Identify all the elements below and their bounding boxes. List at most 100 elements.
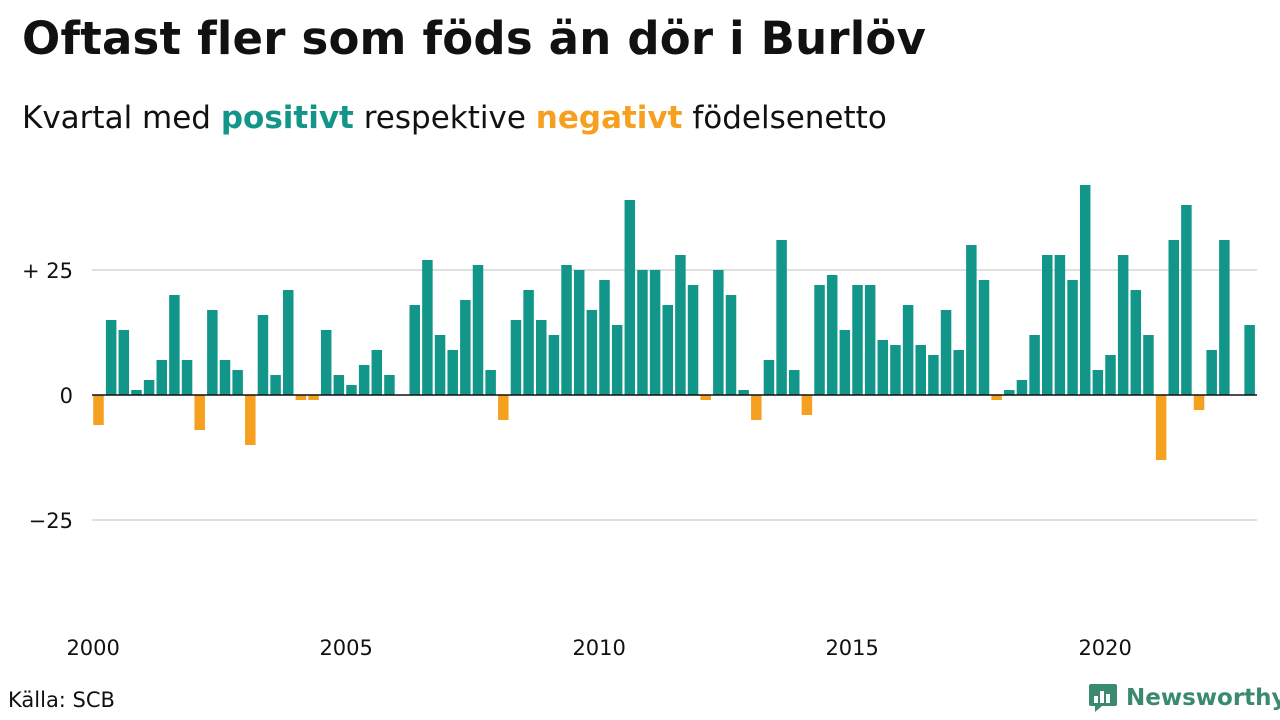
x-tick-label: 2010 bbox=[572, 636, 625, 660]
chart-bar bbox=[637, 270, 648, 395]
chart-bar bbox=[751, 395, 762, 420]
chart-bar bbox=[156, 360, 167, 395]
chart-bar bbox=[1130, 290, 1142, 395]
chart-bar bbox=[143, 380, 155, 395]
chart-bar bbox=[700, 395, 711, 400]
brand-name: Newsworthy bbox=[1126, 685, 1280, 711]
chart-bar bbox=[194, 395, 205, 430]
chart-bar bbox=[510, 320, 522, 395]
subtitle-text-1: Kvartal med bbox=[22, 100, 221, 136]
chart-bar bbox=[1219, 240, 1230, 395]
chart-bar bbox=[548, 335, 560, 395]
chart-bar bbox=[1244, 325, 1255, 395]
chart-bar bbox=[1143, 335, 1154, 395]
chart-bar bbox=[1181, 205, 1192, 395]
chart-bar bbox=[181, 360, 193, 395]
chart-bar bbox=[460, 300, 471, 395]
y-tick-label: 0 bbox=[60, 384, 73, 408]
chart-bar bbox=[320, 330, 332, 395]
chart-bar bbox=[257, 315, 269, 395]
chart-bar bbox=[713, 270, 724, 395]
chart-bar bbox=[422, 260, 433, 395]
y-tick-label: + 25 bbox=[22, 259, 73, 283]
chart-bar bbox=[953, 350, 964, 395]
chart-bar bbox=[675, 255, 686, 395]
chart-bar bbox=[561, 265, 572, 395]
chart-bar bbox=[1105, 355, 1116, 395]
chart-bar bbox=[573, 270, 585, 395]
chart-bar bbox=[384, 375, 395, 395]
chart-bar bbox=[877, 340, 889, 395]
chart-bar bbox=[232, 370, 243, 395]
chart-bar bbox=[940, 310, 952, 395]
chart-bar bbox=[245, 395, 256, 445]
chart-bar bbox=[649, 270, 661, 395]
chart-bar bbox=[333, 375, 345, 395]
chart-bar bbox=[1092, 370, 1104, 395]
chart-bar bbox=[169, 295, 180, 395]
chart-bar bbox=[915, 345, 926, 395]
y-tick-label: −25 bbox=[29, 509, 73, 533]
chart-bar bbox=[1042, 255, 1053, 395]
chart-bar bbox=[662, 305, 673, 395]
x-tick-label: 2020 bbox=[1078, 636, 1131, 660]
brand-logo: Newsworthy bbox=[1088, 682, 1280, 714]
chart-bar bbox=[738, 390, 749, 395]
chart-bar bbox=[814, 285, 825, 395]
subtitle-negative-label: negativt bbox=[535, 100, 683, 136]
chart-bar bbox=[890, 345, 901, 395]
chart-subtitle: Kvartal med positivt respektive negativt… bbox=[22, 100, 887, 136]
chart-bar bbox=[852, 285, 863, 395]
chart-bar bbox=[1079, 185, 1091, 395]
chart-bar bbox=[358, 365, 370, 395]
chart-bar bbox=[118, 330, 130, 395]
chart-bar bbox=[586, 310, 598, 395]
chart-bar bbox=[409, 305, 420, 395]
chart-bar bbox=[611, 325, 623, 395]
chart-bar bbox=[1117, 255, 1129, 395]
x-tick-label: 2000 bbox=[66, 636, 119, 660]
chart-bar bbox=[928, 355, 939, 395]
chart-bar bbox=[219, 360, 231, 395]
chart-title: Oftast fler som föds än dör i Burlöv bbox=[22, 12, 927, 65]
chart-bar bbox=[485, 370, 496, 395]
chart-bar bbox=[434, 335, 446, 395]
chart-bar bbox=[371, 350, 383, 395]
chart-bar bbox=[599, 280, 610, 395]
chart-bar bbox=[1206, 350, 1217, 395]
chart-bar bbox=[1155, 395, 1167, 460]
chart-bar bbox=[283, 290, 294, 395]
chart-bar bbox=[864, 285, 876, 395]
chart-bar bbox=[624, 200, 636, 395]
bar-chart-speech-bubble-logo-icon bbox=[1089, 684, 1117, 712]
chart-bar bbox=[725, 295, 737, 395]
chart-bar bbox=[1054, 255, 1066, 395]
chart-bar bbox=[308, 395, 319, 400]
source-note: Källa: SCB bbox=[8, 688, 115, 712]
chart-bar bbox=[826, 275, 838, 395]
chart-bar bbox=[93, 395, 104, 425]
subtitle-text-2: respektive bbox=[353, 100, 536, 136]
x-tick-label: 2015 bbox=[825, 636, 878, 660]
chart-bar bbox=[447, 350, 458, 395]
chart-bar bbox=[687, 285, 699, 395]
chart-bar bbox=[1168, 240, 1179, 395]
chart-bar bbox=[1004, 390, 1015, 395]
chart-bar bbox=[472, 265, 484, 395]
chart-bar bbox=[902, 305, 914, 395]
chart-bar bbox=[346, 385, 357, 395]
chart-bar bbox=[1016, 380, 1028, 395]
chart-bar bbox=[789, 370, 800, 395]
chart-bar bbox=[776, 240, 787, 395]
subtitle-text-3: födelsenetto bbox=[682, 100, 887, 136]
chart-bar bbox=[991, 395, 1002, 400]
chart-bar bbox=[978, 280, 990, 395]
chart-bar bbox=[131, 390, 142, 395]
chart-bar bbox=[1193, 395, 1205, 410]
x-tick-label: 2005 bbox=[319, 636, 372, 660]
chart-bar bbox=[536, 320, 547, 395]
chart-bar bbox=[1067, 280, 1078, 395]
chart-bar bbox=[498, 395, 509, 420]
chart-bar bbox=[295, 395, 307, 400]
